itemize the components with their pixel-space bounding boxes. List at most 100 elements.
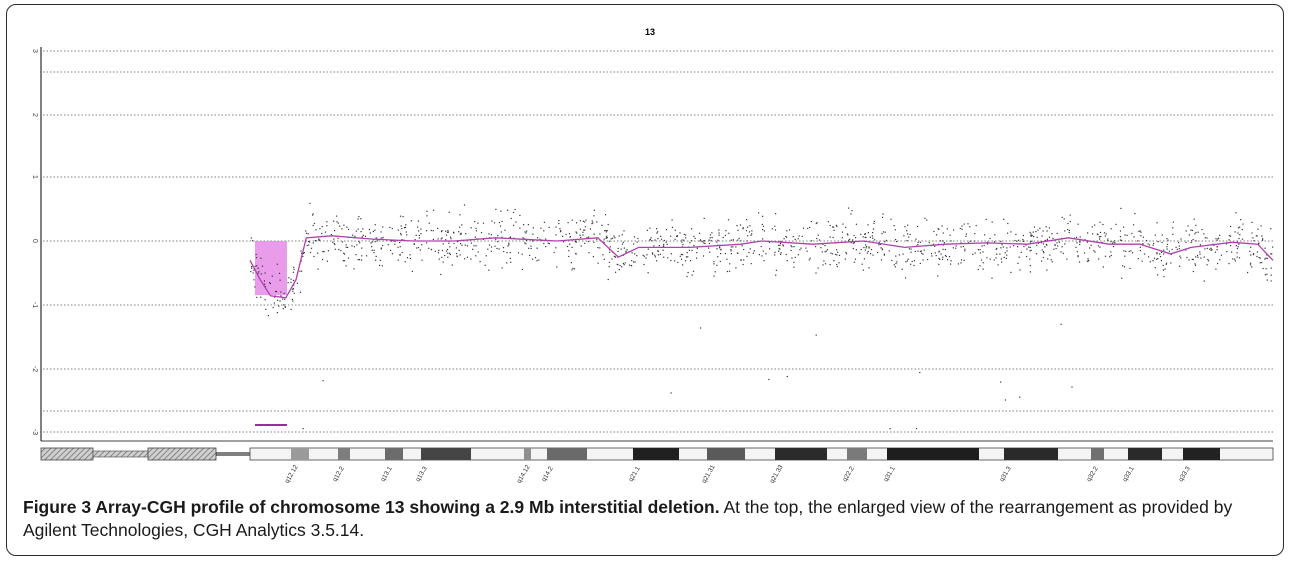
probe-point xyxy=(910,251,912,253)
probe-point xyxy=(969,240,971,242)
probe-point xyxy=(1206,264,1208,266)
probe-point xyxy=(893,264,895,266)
probe-point xyxy=(944,254,947,257)
probe-point xyxy=(592,256,594,258)
probe-point xyxy=(1232,258,1234,260)
probe-point xyxy=(619,264,621,267)
probe-point xyxy=(1164,268,1166,270)
probe-point xyxy=(357,218,359,220)
probe-point xyxy=(438,249,440,251)
probe-point xyxy=(371,249,373,251)
probe-point xyxy=(742,263,744,266)
probe-point xyxy=(1216,249,1218,251)
probe-point xyxy=(646,254,648,256)
probe-point xyxy=(793,266,795,268)
probe-point xyxy=(391,227,393,230)
probe-point xyxy=(1147,256,1150,258)
probe-point xyxy=(555,234,557,236)
probe-point xyxy=(663,243,665,246)
probe-point xyxy=(848,207,850,209)
probe-point xyxy=(1266,257,1268,259)
probe-point xyxy=(833,226,835,228)
probe-point xyxy=(397,229,399,231)
probe-point xyxy=(1200,257,1202,259)
probe-point xyxy=(725,230,727,232)
probe-point xyxy=(691,274,693,276)
probe-point xyxy=(823,260,825,262)
probe-point xyxy=(935,234,938,236)
probe-point xyxy=(711,232,713,234)
probe-point xyxy=(430,229,432,232)
probe-point xyxy=(603,242,605,244)
probe-point xyxy=(1079,236,1081,238)
probe-point xyxy=(475,255,477,257)
probe-point xyxy=(742,228,744,230)
probe-point xyxy=(1195,224,1197,226)
probe-point xyxy=(987,241,989,243)
probe-point xyxy=(1110,254,1112,257)
probe-point xyxy=(319,228,321,230)
probe-point xyxy=(805,247,807,249)
probe-point xyxy=(801,235,803,237)
probe-point xyxy=(345,265,347,267)
probe-point xyxy=(1042,243,1044,245)
probe-point xyxy=(817,267,819,269)
probe-point xyxy=(1154,267,1156,269)
probe-point xyxy=(949,234,951,236)
probe-point xyxy=(497,241,499,243)
probe-point xyxy=(1040,242,1042,244)
probe-point xyxy=(722,236,724,239)
probe-point xyxy=(605,235,608,237)
probe-point xyxy=(677,261,679,263)
probe-point xyxy=(290,281,292,283)
probe-point xyxy=(382,236,384,238)
probe-point xyxy=(470,258,472,260)
probe-point xyxy=(1119,230,1122,232)
probe-point xyxy=(615,271,617,273)
probe-point xyxy=(1191,258,1193,260)
probe-point xyxy=(984,234,986,236)
probe-point xyxy=(1266,273,1268,275)
probe-point xyxy=(991,221,993,223)
probe-point xyxy=(532,233,534,235)
probe-point xyxy=(719,247,721,249)
probe-point xyxy=(579,234,581,236)
probe-point xyxy=(824,251,826,253)
probe-point xyxy=(553,251,555,254)
probe-point xyxy=(1219,234,1221,236)
probe-point xyxy=(1258,243,1260,245)
probe-point xyxy=(735,267,737,269)
probe-point xyxy=(1257,228,1259,230)
probe-point xyxy=(571,246,573,248)
probe-point xyxy=(907,224,909,226)
probe-point xyxy=(986,257,988,259)
probe-point xyxy=(354,235,356,237)
probe-point xyxy=(685,234,687,236)
probe-point xyxy=(371,246,373,248)
probe-point xyxy=(701,241,703,243)
probe-point xyxy=(1161,241,1163,244)
probe-point xyxy=(425,230,428,232)
probe-point xyxy=(917,241,919,243)
probe-point xyxy=(623,247,625,249)
probe-point xyxy=(310,247,313,249)
probe-point xyxy=(607,278,609,281)
probe-point xyxy=(440,273,442,276)
probe-point xyxy=(415,234,417,236)
probe-point xyxy=(263,280,266,282)
probe-point xyxy=(543,230,545,232)
probe-point xyxy=(691,249,693,251)
probe-point xyxy=(474,236,476,238)
probe-point xyxy=(456,256,458,258)
probe-point xyxy=(913,264,915,267)
probe-point xyxy=(855,237,857,239)
probe-point xyxy=(747,235,749,237)
probe-point xyxy=(650,237,652,239)
probe-point xyxy=(685,237,687,239)
probe-point xyxy=(662,249,664,251)
probe-point xyxy=(437,227,439,229)
probe-point xyxy=(1162,264,1164,266)
probe-point xyxy=(605,231,607,233)
probe-point xyxy=(699,232,701,234)
probe-point xyxy=(896,241,898,243)
